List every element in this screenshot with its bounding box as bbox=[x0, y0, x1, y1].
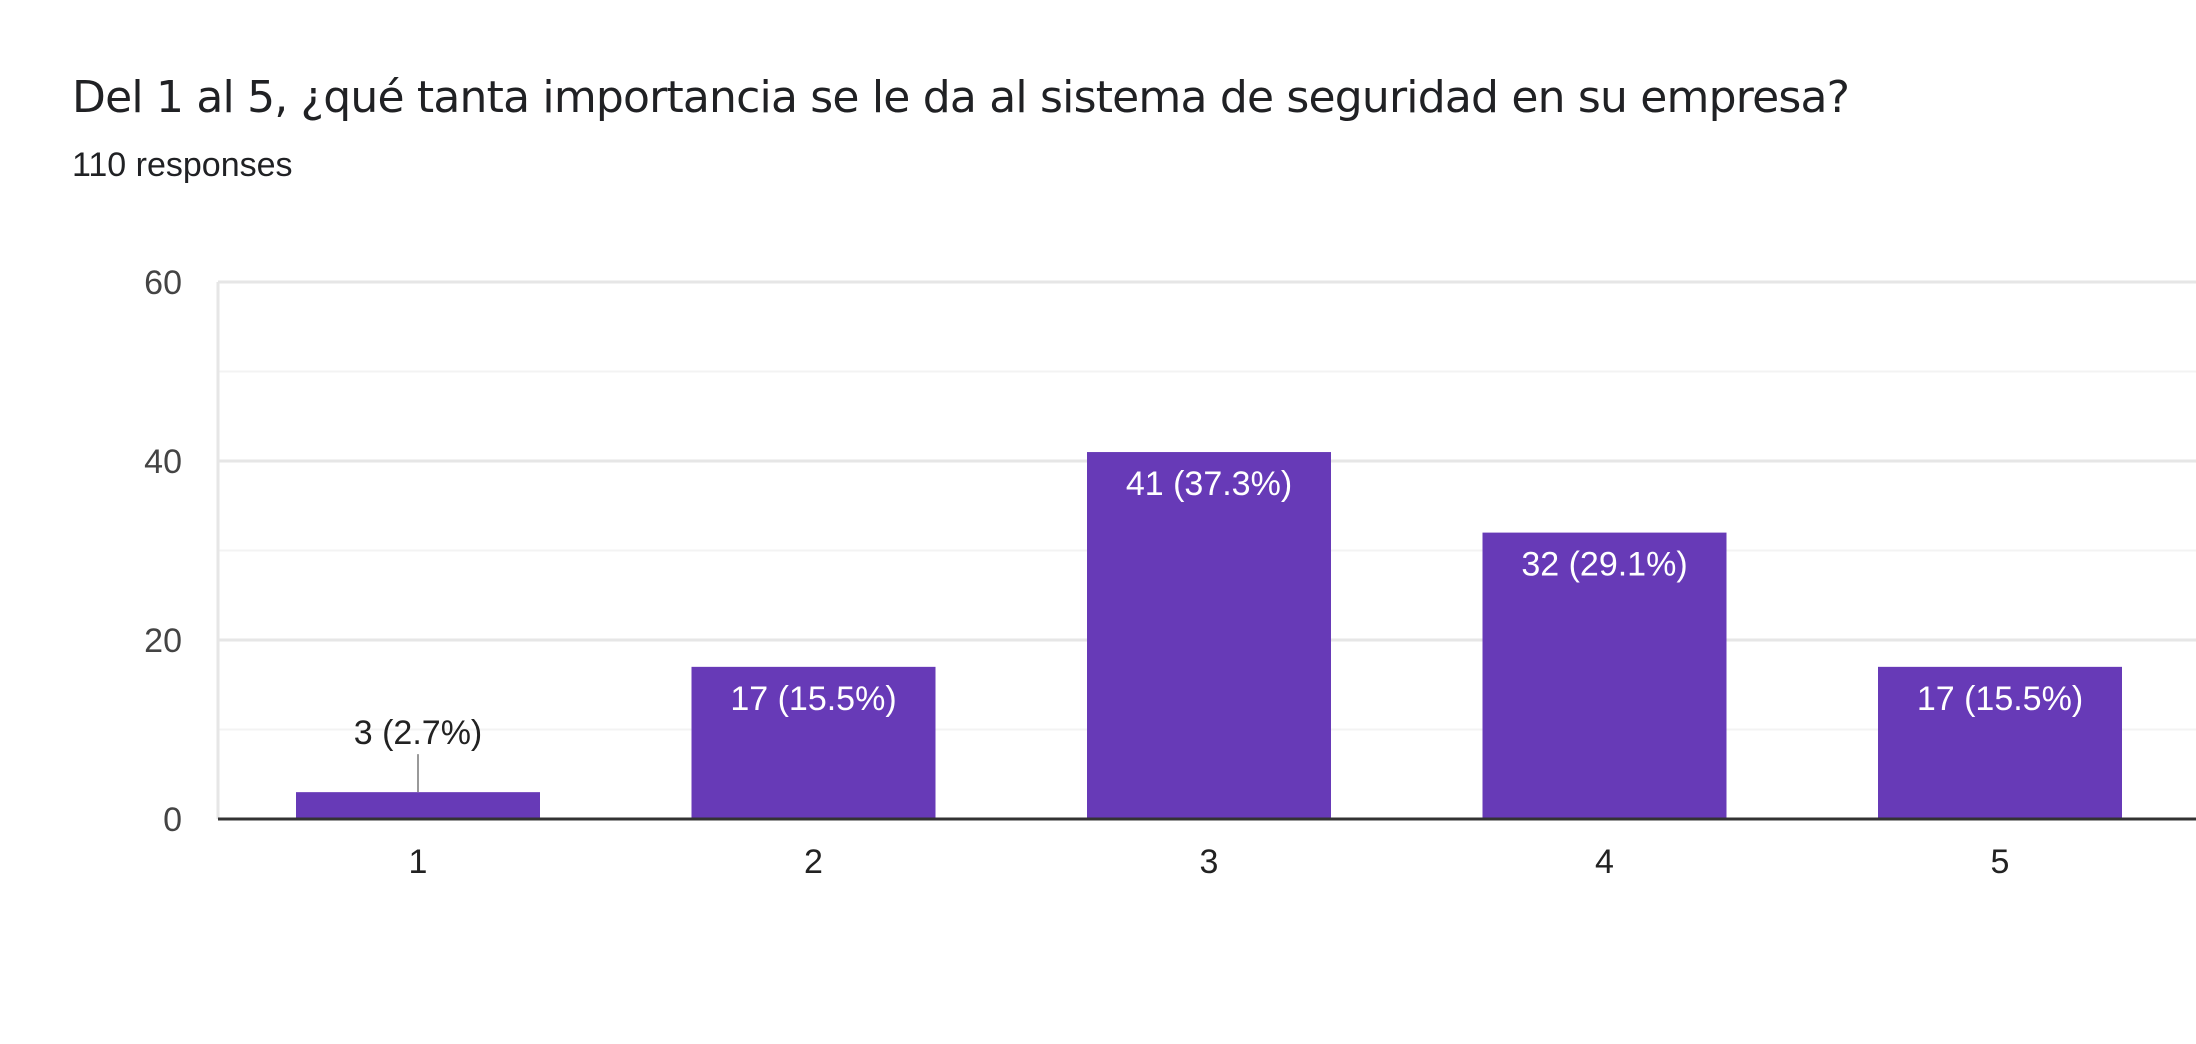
data-label: 17 (15.5%) bbox=[730, 680, 896, 718]
data-label: 3 (2.7%) bbox=[354, 714, 483, 752]
y-tick-label: 20 bbox=[144, 622, 182, 660]
bar bbox=[691, 666, 936, 819]
x-tick-label: 5 bbox=[1991, 843, 2010, 881]
y-tick-label: 0 bbox=[163, 801, 182, 839]
y-tick-label: 40 bbox=[144, 443, 182, 481]
data-label: 17 (15.5%) bbox=[1917, 680, 2083, 718]
chart-title: Del 1 al 5, ¿qué tanta importancia se le… bbox=[72, 72, 1850, 123]
x-tick-label: 4 bbox=[1595, 843, 1614, 881]
y-tick-label: 60 bbox=[144, 264, 182, 302]
bar bbox=[1087, 452, 1331, 819]
response-count: 110 responses bbox=[72, 146, 293, 184]
x-tick-label: 3 bbox=[1200, 843, 1219, 881]
bar bbox=[296, 792, 540, 819]
x-tick-label: 2 bbox=[804, 843, 823, 881]
data-label: 41 (37.3%) bbox=[1126, 465, 1292, 503]
bar bbox=[1482, 532, 1727, 819]
x-tick-label: 1 bbox=[409, 843, 428, 881]
data-label: 32 (29.1%) bbox=[1521, 546, 1687, 584]
bar bbox=[1878, 666, 2122, 819]
